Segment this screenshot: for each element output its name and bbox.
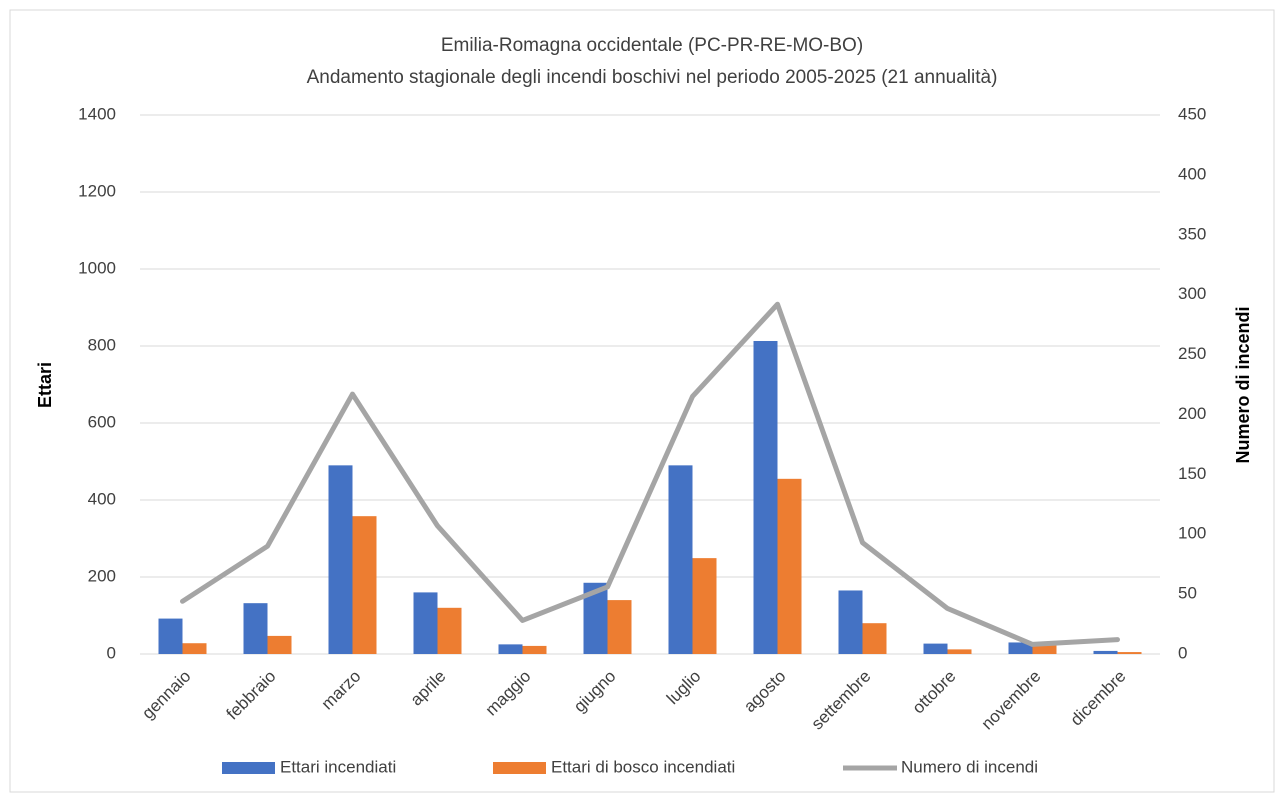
y-tick-label: 600 [88, 412, 116, 431]
legend-swatch [222, 762, 275, 774]
bar [947, 649, 972, 654]
y2-tick-label: 450 [1178, 104, 1206, 123]
y2-tick-label: 350 [1178, 224, 1206, 243]
bar [158, 618, 183, 654]
y2-tick-label: 0 [1178, 643, 1187, 662]
y-tick-label: 1400 [78, 104, 116, 123]
legend-label: Ettari incendiati [280, 757, 396, 776]
bar [267, 635, 292, 654]
bar [352, 516, 377, 654]
bar [498, 644, 523, 654]
bar [923, 643, 948, 654]
y-axis-title: Ettari [35, 362, 55, 408]
y-tick-label: 0 [107, 643, 116, 662]
y2-tick-label: 250 [1178, 344, 1206, 363]
y-tick-label: 400 [88, 489, 116, 508]
line-series [180, 301, 1120, 647]
y2-tick-label: 300 [1178, 284, 1206, 303]
y2-tick-label: 400 [1178, 164, 1206, 183]
y2-tick-label: 50 [1178, 584, 1197, 603]
legend-label: Numero di incendi [901, 757, 1038, 776]
chart-frame [9, 9, 1275, 793]
y2-tick-label: 200 [1178, 404, 1206, 423]
y2-tick-label: 100 [1178, 524, 1206, 543]
bar [522, 645, 547, 654]
bar [862, 623, 887, 654]
y-tick-label: 1200 [78, 181, 116, 200]
y-tick-label: 200 [88, 566, 116, 585]
bar [437, 607, 462, 654]
chart-title: Emilia-Romagna occidentale (PC-PR-RE-MO-… [441, 35, 863, 56]
bar [753, 340, 778, 654]
bar [777, 478, 802, 654]
bar [692, 558, 717, 654]
bar [1008, 642, 1033, 654]
legend-swatch [493, 762, 546, 774]
bar [243, 603, 268, 654]
bar [413, 592, 438, 654]
bar [1093, 650, 1118, 654]
y-tick-label: 800 [88, 335, 116, 354]
y2-axis-title: Numero di incendi [1233, 306, 1253, 463]
bar [1117, 652, 1142, 654]
y-tick-label: 1000 [78, 258, 116, 277]
legend-label: Ettari di bosco incendiati [551, 757, 735, 776]
bar [838, 590, 863, 654]
bar [668, 465, 693, 654]
y2-tick-label: 150 [1178, 464, 1206, 483]
bar [182, 643, 207, 654]
bar [607, 600, 632, 654]
bar [1032, 645, 1057, 654]
bar [328, 465, 353, 654]
chart-subtitle: Andamento stagionale degli incendi bosch… [307, 67, 998, 88]
